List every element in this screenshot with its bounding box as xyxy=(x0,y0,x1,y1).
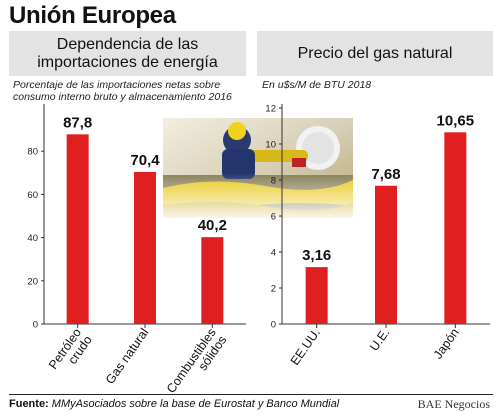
left-bar xyxy=(201,237,224,324)
left-category-label: Petróleocrudo xyxy=(46,326,95,380)
page-title: Unión Europea xyxy=(9,2,176,29)
right-category-label: EE.UU. xyxy=(288,326,323,368)
gas-plant-photo xyxy=(163,118,353,218)
right-y-tick-label: 12 xyxy=(265,104,276,115)
source-note: Fuente: MMyAsociados sobre la base de Eu… xyxy=(9,398,339,410)
left-y-tick-label: 40 xyxy=(27,233,38,244)
left-bar xyxy=(134,171,156,324)
right-y-tick-label: 8 xyxy=(271,176,276,187)
right-bar xyxy=(375,185,397,324)
right-bar-value-label: 10,65 xyxy=(437,112,475,129)
left-y-tick-label: 0 xyxy=(33,320,38,331)
right-bar-value-label: 7,68 xyxy=(371,166,400,183)
right-y-tick-label: 10 xyxy=(265,140,276,151)
left-chart-subtitle: Porcentaje de las importaciones netas so… xyxy=(13,79,232,103)
right-y-tick-label: 2 xyxy=(271,284,276,295)
right-bar xyxy=(444,132,467,324)
left-y-tick-label: 60 xyxy=(27,190,38,201)
right-bar-chart: 0 2 4 6 8 10 12 3,16 EE.UU. 7,68 U.E. 10,65 Japón xyxy=(265,104,490,368)
right-y-tick-label: 4 xyxy=(271,248,276,259)
right-y-tick-label: 6 xyxy=(271,212,276,223)
left-chart-title: Dependencia de las importaciones de ener… xyxy=(9,31,246,76)
left-y-tick-label: 20 xyxy=(27,276,38,287)
brand-logo: BAE Negocios xyxy=(417,397,490,411)
right-chart-title: Precio del gas natural xyxy=(257,31,493,76)
right-bar-value-label: 3,16 xyxy=(302,247,331,264)
footer-divider xyxy=(9,394,493,395)
right-bar xyxy=(305,267,328,324)
source-text: MMyAsociados sobre la base de Eurostat y… xyxy=(51,398,340,410)
right-category-label: Japón xyxy=(431,326,462,362)
left-category-label: Gas natural xyxy=(103,326,152,387)
source-label: Fuente: xyxy=(9,398,49,410)
right-y-tick-label: 0 xyxy=(271,320,276,331)
left-bar xyxy=(66,134,89,324)
left-category-label: Combustiblessólidos xyxy=(164,326,230,404)
right-category-label: U.E. xyxy=(367,326,392,354)
left-bar-value-label: 87,8 xyxy=(63,114,92,131)
right-chart-subtitle: En u$s/M de BTU 2018 xyxy=(262,79,372,91)
left-y-tick-label: 80 xyxy=(27,147,38,158)
left-bar-value-label: 40,2 xyxy=(198,217,227,234)
left-bar-value-label: 70,4 xyxy=(130,152,160,169)
